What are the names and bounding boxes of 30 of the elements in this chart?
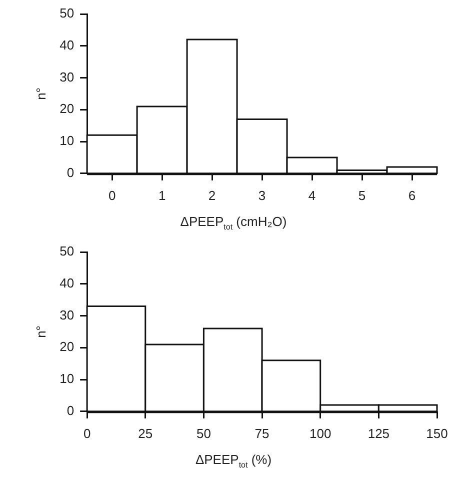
y-tick-label: 40 — [60, 275, 74, 290]
x-tick-label: 150 — [426, 426, 448, 441]
y-tick-label: 30 — [60, 307, 74, 322]
y-tick-label: 20 — [60, 101, 74, 116]
x-tick-label: 0 — [108, 188, 116, 203]
x-tick-label: 50 — [196, 426, 211, 441]
x-tick-label: 6 — [408, 188, 416, 203]
y-tick-label: 0 — [66, 402, 74, 418]
x-tick-label: 1 — [158, 188, 166, 203]
y-tick-label: 50 — [60, 6, 74, 21]
y-tick-label: 40 — [60, 37, 74, 52]
x-tick-label: 100 — [310, 426, 332, 441]
y-tick-label: 0 — [66, 164, 74, 180]
x-axis-title: ΔPEEP$_{tot}$ (%) — [194, 452, 273, 470]
y-tick-label: 10 — [60, 133, 74, 148]
y-axis-title: n° — [33, 87, 48, 100]
y-tick-label: 10 — [60, 371, 74, 386]
y-tick-label: 30 — [60, 69, 74, 84]
y-tick-label: 20 — [60, 339, 74, 354]
x-tick-label: 25 — [138, 426, 153, 441]
x-tick-label: 3 — [258, 188, 266, 203]
x-tick-label: 125 — [368, 426, 390, 441]
y-axis-title: n° — [33, 325, 48, 338]
x-tick-label: 2 — [208, 188, 216, 203]
x-axis-title: ΔPEEP$_{tot}$ (cmH₂O) — [179, 214, 288, 232]
x-tick-label: 4 — [308, 188, 316, 203]
x-tick-label: 5 — [358, 188, 366, 203]
x-tick-label: 75 — [254, 426, 270, 441]
y-tick-label: 50 — [60, 244, 74, 259]
x-tick-label: 0 — [83, 426, 91, 441]
